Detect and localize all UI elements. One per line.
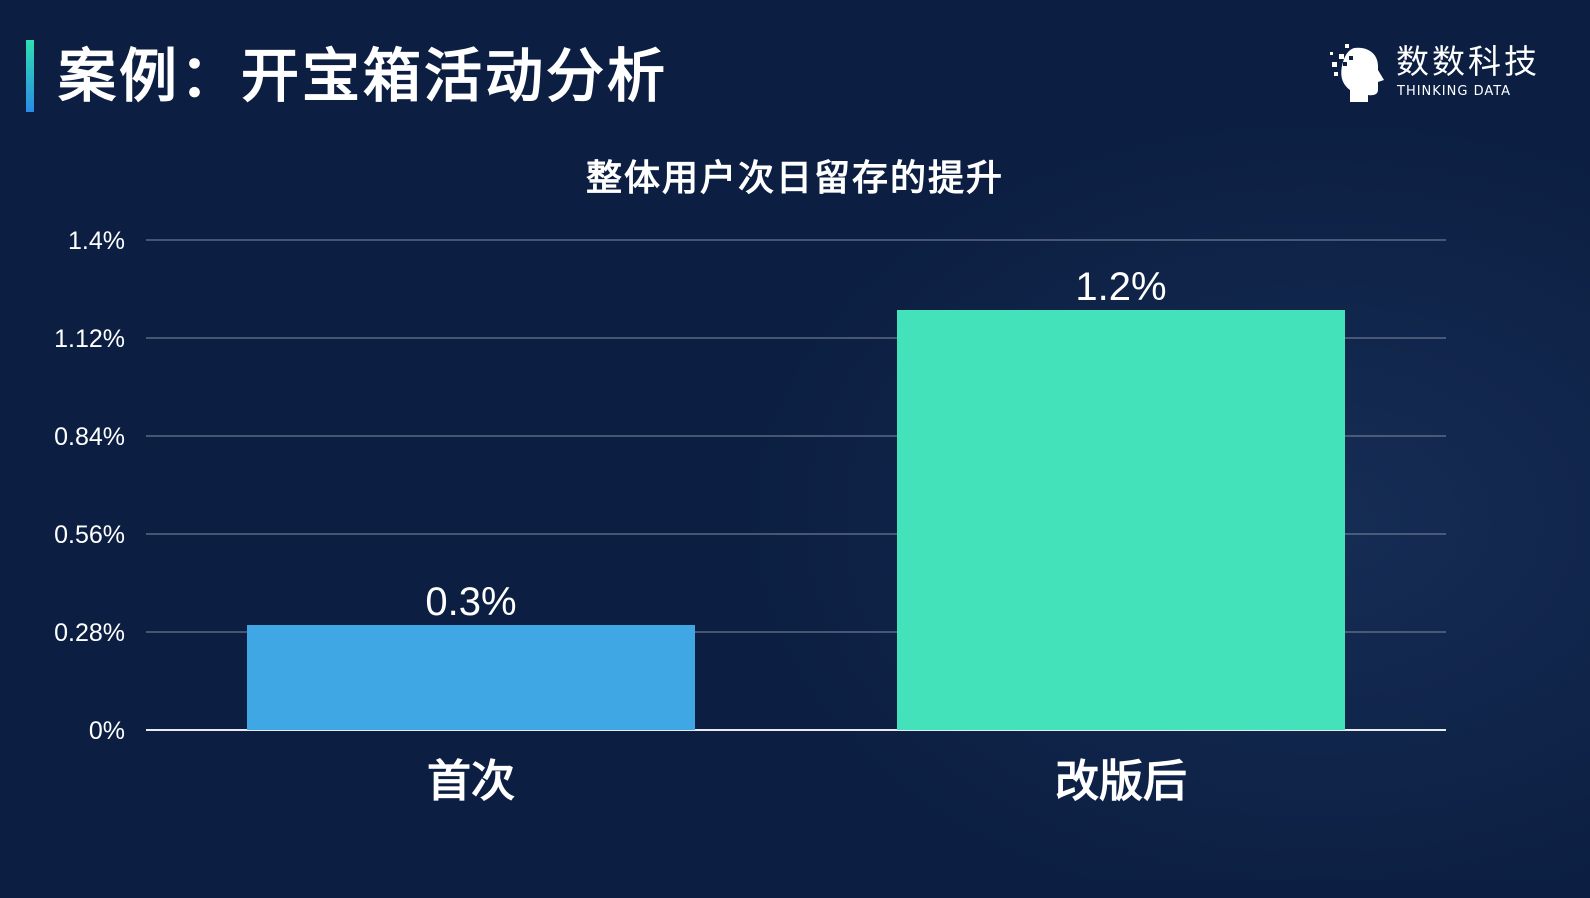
title-accent-bar [26,40,34,112]
logo-name-cn: 数数科技 [1396,42,1540,81]
chart-title: 整体用户次日留存的提升 [585,158,1004,199]
y-tick-label: 0.28% [54,619,125,647]
y-tick-label: 0% [89,717,125,745]
data-label: 1.2% [1075,265,1166,309]
data-label: 0.3% [425,580,516,624]
head-profile-icon [1330,44,1384,102]
x-tick-label: 改版后 [1055,756,1187,807]
company-logo: 数数科技 THINKING DATA [1330,40,1550,110]
x-tick-label: 首次 [427,756,515,807]
logo-name-en: THINKING DATA [1397,84,1512,99]
y-tick-label: 0.84% [54,423,125,451]
bar [897,310,1345,730]
y-tick-label: 1.12% [54,325,125,353]
y-tick-label: 0.56% [54,521,125,549]
bar [247,625,695,730]
slide-title: 案例：开宝箱活动分析 [58,42,669,110]
y-tick-label: 1.4% [68,227,125,255]
